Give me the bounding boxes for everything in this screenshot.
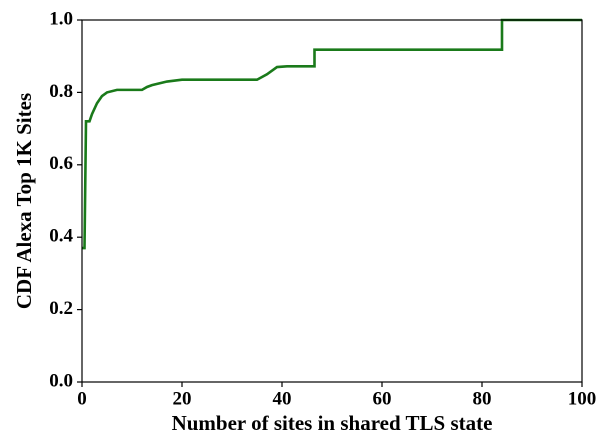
x-tick-label: 40 [273,388,292,409]
cdf-line [82,18,582,250]
y-tick-label: 1.0 [49,8,73,29]
y-axis-label: CDF Alexa Top 1K Sites [12,93,36,309]
x-tick-label: 100 [568,388,597,409]
plot-frame [81,19,583,383]
x-tick-label: 0 [77,388,87,409]
y-tick-label: 0.0 [49,370,73,391]
x-tick-label: 20 [173,388,192,409]
y-tick-label: 0.4 [49,226,73,247]
x-tick-label: 60 [373,388,392,409]
x-axis-label: Number of sites in shared TLS state [172,411,493,435]
y-tick-label: 0.2 [49,298,73,319]
y-tick-label: 0.8 [49,81,73,102]
x-tick-label: 80 [473,388,492,409]
y-tick-label: 0.6 [49,153,73,174]
